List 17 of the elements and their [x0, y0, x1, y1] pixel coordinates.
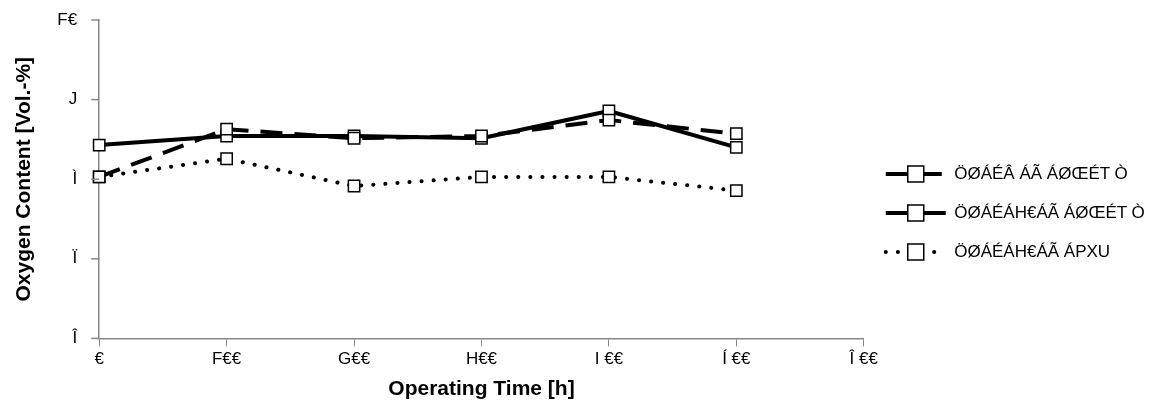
x-tick-label: €: [94, 349, 105, 369]
x-axis-title: Operating Time [h]: [388, 376, 575, 400]
x-tick-label: Í €€: [722, 349, 752, 369]
x-tick-label: H€€: [465, 349, 498, 369]
x-tick-label: Î €€: [848, 349, 879, 369]
text: J: [68, 89, 78, 109]
x-tick-label: G€€: [337, 349, 371, 369]
text: F€: [57, 9, 78, 29]
legend-label: ÖØÁÉÁH€ÁÃ ÁPXU: [954, 241, 1111, 261]
text: Ï: [72, 248, 78, 268]
y-axis-title: Oxygen Content [Vol.-%]: [11, 56, 35, 302]
legend-label: ÖØÁÉÂ ÁÃ ÁØŒÉT Ò: [954, 163, 1128, 183]
text: Î: [71, 328, 79, 348]
text: Ì: [72, 168, 78, 188]
x-tick-label: I €€: [594, 349, 624, 369]
legend-label: ÖØÁÉÁH€ÁÃ ÁØŒÉT Ò: [954, 202, 1145, 222]
x-tick-label: F€€: [211, 349, 242, 369]
